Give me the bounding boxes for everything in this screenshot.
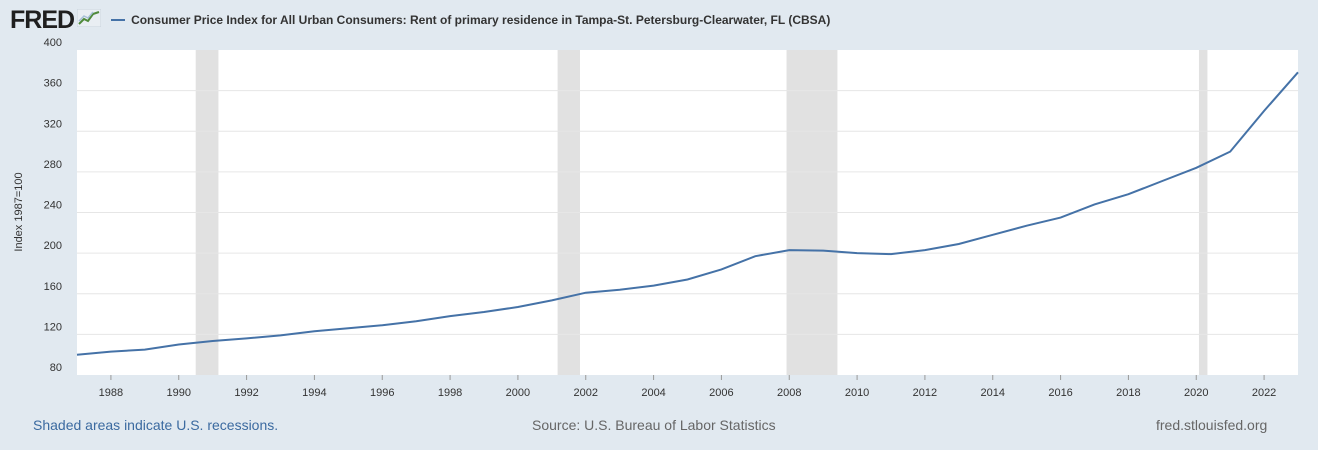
x-tick-1996: 1996 bbox=[370, 387, 394, 399]
y-tick-320: 320 bbox=[44, 118, 62, 130]
chart-header: FRED Consumer Price Index for All Urban … bbox=[10, 6, 830, 34]
x-tick-1990: 1990 bbox=[167, 387, 191, 399]
grid-lines bbox=[77, 90, 1298, 335]
x-tick-2020: 2020 bbox=[1184, 387, 1208, 399]
y-tick-280: 280 bbox=[44, 159, 62, 171]
fred-logo[interactable]: FRED bbox=[10, 5, 75, 34]
x-tick-2002: 2002 bbox=[574, 387, 598, 399]
source-note: Source: U.S. Bureau of Labor Statistics bbox=[532, 417, 776, 433]
recessions-note[interactable]: Shaded areas indicate U.S. recessions. bbox=[33, 417, 279, 433]
x-tick-1998: 1998 bbox=[438, 387, 462, 399]
x-tick-1994: 1994 bbox=[302, 387, 326, 399]
site-link[interactable]: fred.stlouisfed.org bbox=[1156, 417, 1268, 433]
x-tick-2004: 2004 bbox=[641, 387, 665, 399]
y-tick-360: 360 bbox=[44, 78, 62, 90]
x-tick-2008: 2008 bbox=[777, 387, 801, 399]
x-tick-1992: 1992 bbox=[234, 387, 258, 399]
x-tick-2018: 2018 bbox=[1116, 387, 1140, 399]
x-tick-2006: 2006 bbox=[709, 387, 733, 399]
x-tick-2014: 2014 bbox=[981, 387, 1005, 399]
y-tick-120: 120 bbox=[44, 321, 62, 333]
x-axis-ticks: 1988 1990 1992 1994 1996 1998 2000 2002 2004 2006… bbox=[99, 375, 1276, 399]
x-tick-2016: 2016 bbox=[1048, 387, 1072, 399]
y-tick-80: 80 bbox=[50, 362, 62, 374]
x-tick-1988: 1988 bbox=[99, 387, 123, 399]
legend[interactable]: Consumer Price Index for All Urban Consu… bbox=[111, 13, 830, 27]
series-line bbox=[76, 71, 1299, 356]
x-tick-2000: 2000 bbox=[506, 387, 530, 399]
y-tick-160: 160 bbox=[44, 281, 62, 293]
x-tick-2022: 2022 bbox=[1252, 387, 1276, 399]
y-axis-ticks: 80 120 160 200 240 280 320 360 400 bbox=[44, 37, 62, 374]
y-tick-400: 400 bbox=[44, 37, 62, 49]
y-tick-200: 200 bbox=[44, 240, 62, 252]
y-tick-240: 240 bbox=[44, 200, 62, 212]
y-axis-label: Index 1987=100 bbox=[13, 172, 25, 251]
legend-swatch bbox=[111, 19, 126, 21]
legend-label: Consumer Price Index for All Urban Consu… bbox=[131, 13, 831, 27]
x-tick-2012: 2012 bbox=[913, 387, 937, 399]
x-tick-2010: 2010 bbox=[845, 387, 869, 399]
